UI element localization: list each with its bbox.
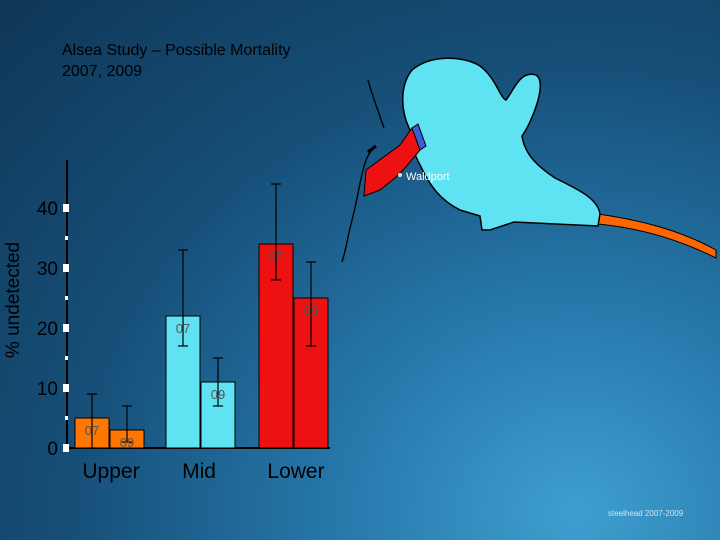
y-minor-tick [65,296,68,300]
y-minor-tick [65,356,68,360]
y-tick-mark-0 [63,444,69,452]
y-tick-label-40: 40 [37,199,58,220]
coastline [341,79,385,263]
jetty [367,144,377,154]
y-tick-mark-10 [63,384,69,392]
y-tick-label-30: 30 [37,259,58,280]
category-label-lower: Lower [267,460,324,483]
slide-title: Alsea Study – Possible Mortality 2007, 2… [62,40,362,82]
bar-label-upper-07: 07 [85,423,99,438]
estuary-water [402,57,601,231]
bars: 07 09 07 09 07 09 [74,183,329,450]
category-label-upper: Upper [82,460,139,483]
y-ticks: 0 10 20 30 40 [37,199,69,460]
y-minor-tick [65,416,68,420]
y-axis-label: % undetected [3,242,24,358]
y-minor-tick [65,236,68,240]
y-tick-label-10: 10 [37,379,58,400]
bar-label-mid-09: 09 [211,387,225,402]
title-line-2: 2007, 2009 [62,63,143,80]
estuary-link [411,123,427,151]
title-line-1: Alsea Study – Possible Mortality [62,42,291,59]
bar-lower-07 [258,243,294,449]
bar-label-lower-07: 07 [269,249,283,264]
y-tick-mark-30 [63,264,69,272]
y-tick-label-20: 20 [37,319,58,340]
y-tick-label-0: 0 [47,439,58,460]
category-label-mid: Mid [182,460,216,483]
estuary-map: Waldport [341,57,717,263]
category-labels: Upper Mid Lower [82,460,324,483]
y-tick-mark-40 [63,204,69,212]
bar-chart: % undetected 0 10 20 30 40 07 09 07 09 07 09 Uppe… [3,160,330,483]
bar-label-lower-09: 09 [304,303,318,318]
bar-label-upper-09: 09 [120,435,134,450]
waldport-marker [398,173,402,177]
bar-label-mid-07: 07 [176,321,190,336]
y-tick-mark-20 [63,324,69,332]
footnote: steelhead 2007-2009 [608,509,684,518]
river-channel [597,213,717,259]
waldport-label: Waldport [406,171,450,183]
estuary-mouth-lower [363,126,421,197]
